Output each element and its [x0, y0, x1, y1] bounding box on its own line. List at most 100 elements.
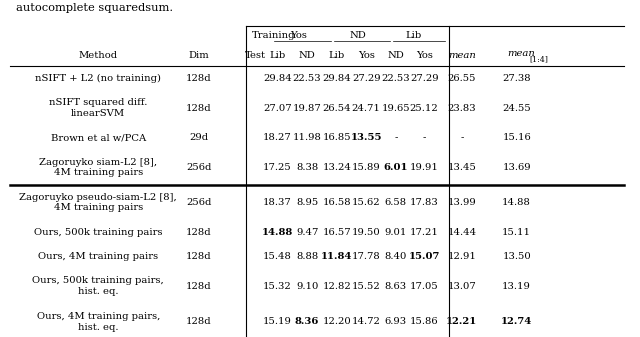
Text: 15.62: 15.62	[352, 198, 381, 207]
Text: mean: mean	[507, 49, 535, 58]
Text: Yos: Yos	[290, 31, 307, 40]
Text: 15.52: 15.52	[352, 282, 381, 290]
Text: 19.50: 19.50	[352, 227, 381, 237]
Text: 8.40: 8.40	[385, 252, 407, 261]
Text: Brown et al w/PCA: Brown et al w/PCA	[51, 133, 146, 142]
Text: 6.93: 6.93	[385, 317, 407, 327]
Text: Method: Method	[79, 51, 118, 60]
Text: 128d: 128d	[186, 317, 212, 327]
Text: 12.74: 12.74	[501, 317, 532, 327]
Text: 9.10: 9.10	[296, 282, 318, 290]
Text: 8.63: 8.63	[385, 282, 407, 290]
Text: 29.84: 29.84	[263, 74, 292, 83]
Text: Test: Test	[245, 51, 266, 60]
Text: 8.95: 8.95	[296, 198, 318, 207]
Text: mean: mean	[448, 51, 476, 60]
Text: 17.21: 17.21	[410, 227, 438, 237]
Text: 19.87: 19.87	[292, 103, 321, 113]
Text: 29d: 29d	[189, 133, 209, 142]
Text: 15.89: 15.89	[352, 163, 381, 172]
Text: 25.12: 25.12	[410, 103, 438, 113]
Text: 8.88: 8.88	[296, 252, 318, 261]
Text: 26.54: 26.54	[323, 103, 351, 113]
Text: ND: ND	[349, 31, 366, 40]
Text: 22.53: 22.53	[381, 74, 410, 83]
Text: Lib: Lib	[328, 51, 345, 60]
Text: 15.16: 15.16	[502, 133, 531, 142]
Text: 13.55: 13.55	[351, 133, 382, 142]
Text: 13.99: 13.99	[447, 198, 476, 207]
Text: autocomplete squaredsum.: autocomplete squaredsum.	[17, 3, 173, 13]
Text: 12.91: 12.91	[447, 252, 476, 261]
Text: 13.19: 13.19	[502, 282, 531, 290]
Text: 17.83: 17.83	[410, 198, 438, 207]
Text: 14.72: 14.72	[352, 317, 381, 327]
Text: 19.91: 19.91	[410, 163, 438, 172]
Text: 13.50: 13.50	[502, 252, 531, 261]
Text: 27.07: 27.07	[263, 103, 292, 113]
Text: 13.69: 13.69	[502, 163, 531, 172]
Text: 16.57: 16.57	[323, 227, 351, 237]
Text: 17.25: 17.25	[263, 163, 292, 172]
Text: 13.24: 13.24	[322, 163, 351, 172]
Text: nSIFT + L2 (no training): nSIFT + L2 (no training)	[35, 74, 161, 83]
Text: 6.58: 6.58	[385, 198, 407, 207]
Text: 13.07: 13.07	[447, 282, 476, 290]
Text: 14.88: 14.88	[262, 227, 293, 237]
Text: 16.58: 16.58	[323, 198, 351, 207]
Text: 128d: 128d	[186, 74, 212, 83]
Text: Ours, 500k training pairs: Ours, 500k training pairs	[34, 227, 163, 237]
Text: Lib: Lib	[269, 51, 285, 60]
Text: 24.71: 24.71	[352, 103, 381, 113]
Text: 15.11: 15.11	[502, 227, 531, 237]
Text: 128d: 128d	[186, 103, 212, 113]
Text: 18.37: 18.37	[263, 198, 292, 207]
Text: 15.32: 15.32	[263, 282, 292, 290]
Text: Ours, 500k training pairs,
hist. eq.: Ours, 500k training pairs, hist. eq.	[33, 276, 164, 296]
Text: 17.78: 17.78	[352, 252, 381, 261]
Text: Training: Training	[252, 31, 296, 40]
Text: 128d: 128d	[186, 282, 212, 290]
Text: 29.84: 29.84	[323, 74, 351, 83]
Text: 18.27: 18.27	[263, 133, 292, 142]
Text: 27.29: 27.29	[410, 74, 438, 83]
Text: 15.48: 15.48	[263, 252, 292, 261]
Text: -: -	[394, 133, 397, 142]
Text: 9.01: 9.01	[385, 227, 407, 237]
Text: 8.38: 8.38	[296, 163, 318, 172]
Text: Ours, 4M training pairs: Ours, 4M training pairs	[38, 252, 158, 261]
Text: 17.05: 17.05	[410, 282, 438, 290]
Text: [1:4]: [1:4]	[529, 55, 548, 63]
Text: 27.29: 27.29	[352, 74, 381, 83]
Text: 19.65: 19.65	[381, 103, 410, 113]
Text: 16.85: 16.85	[323, 133, 351, 142]
Text: Yos: Yos	[358, 51, 374, 60]
Text: 15.19: 15.19	[263, 317, 292, 327]
Text: -: -	[422, 133, 426, 142]
Text: 256d: 256d	[186, 163, 212, 172]
Text: 256d: 256d	[186, 198, 212, 207]
Text: 23.83: 23.83	[447, 103, 476, 113]
Text: Zagoruyko pseudo-siam-L2 [8],
4M training pairs: Zagoruyko pseudo-siam-L2 [8], 4M trainin…	[19, 193, 177, 212]
Text: ND: ND	[299, 51, 316, 60]
Text: 14.88: 14.88	[502, 198, 531, 207]
Text: 6.01: 6.01	[383, 163, 408, 172]
Text: 128d: 128d	[186, 252, 212, 261]
Text: 15.07: 15.07	[408, 252, 440, 261]
Text: 22.53: 22.53	[292, 74, 321, 83]
Text: 12.21: 12.21	[446, 317, 477, 327]
Text: Ours, 4M training pairs,
hist. eq.: Ours, 4M training pairs, hist. eq.	[36, 312, 160, 332]
Text: nSIFT squared diff.
linearSVM: nSIFT squared diff. linearSVM	[49, 98, 147, 118]
Text: 13.45: 13.45	[447, 163, 476, 172]
Text: Yos: Yos	[416, 51, 433, 60]
Text: 11.98: 11.98	[292, 133, 321, 142]
Text: 27.38: 27.38	[502, 74, 531, 83]
Text: 8.36: 8.36	[295, 317, 319, 327]
Text: -: -	[460, 133, 463, 142]
Text: 24.55: 24.55	[502, 103, 531, 113]
Text: 12.82: 12.82	[323, 282, 351, 290]
Text: 12.20: 12.20	[323, 317, 351, 327]
Text: 14.44: 14.44	[447, 227, 476, 237]
Text: Dim: Dim	[189, 51, 209, 60]
Text: 11.84: 11.84	[321, 252, 353, 261]
